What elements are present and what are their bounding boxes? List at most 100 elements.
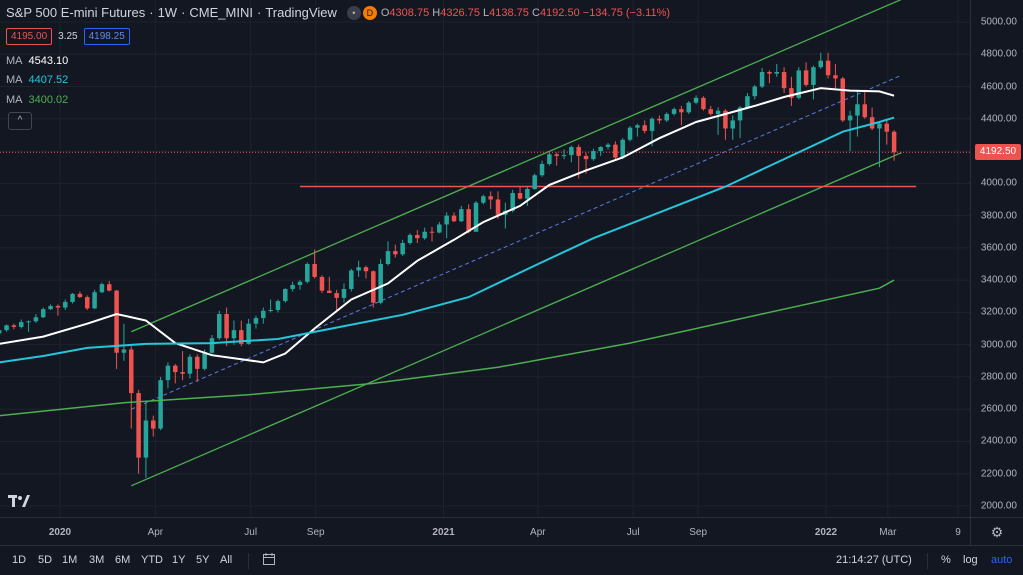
- candle-body: [679, 109, 684, 113]
- candle-body: [319, 276, 325, 291]
- time-tick-label: Sep: [689, 527, 708, 538]
- time-tick-label: Jul: [244, 527, 258, 538]
- candle-body: [840, 78, 846, 121]
- candle-body: [143, 420, 149, 458]
- symbol-title[interactable]: S&P 500 E-mini Futures: [6, 5, 146, 20]
- ma-legend-3[interactable]: MA 3400.02: [6, 94, 69, 106]
- ma-value-3: 3400.02: [28, 94, 69, 106]
- candle-body: [62, 301, 68, 308]
- candle-body: [517, 193, 523, 199]
- candle-body: [796, 70, 802, 98]
- candle-body: [803, 70, 809, 85]
- range-1d-button[interactable]: 1D: [12, 554, 27, 566]
- sell-price-button[interactable]: 4195.00: [6, 28, 53, 45]
- candle-body: [84, 297, 90, 309]
- candle-body: [642, 125, 647, 131]
- time-axis[interactable]: 2020 Apr Jul Sep 2021 Apr Jul Sep 2022 Mar 9: [0, 517, 970, 545]
- candle-body: [444, 215, 449, 225]
- candle-body: [349, 270, 354, 290]
- candle-body: [363, 267, 369, 272]
- candle-body: [275, 301, 281, 310]
- candle-body: [99, 284, 105, 293]
- channel-line-lower: [130, 152, 902, 487]
- candle-body: [466, 209, 471, 232]
- interval-label[interactable]: 1W: [157, 5, 178, 20]
- candle-body: [847, 115, 853, 121]
- bottom-toolbar: 1D 5D 1M 3M 6M YTD 1Y 5Y All 21:14:27 (U…: [0, 545, 1023, 575]
- candle-body: [664, 113, 669, 121]
- candle-body: [121, 349, 127, 353]
- candle-body: [158, 380, 163, 429]
- clock-time[interactable]: 21:14:27 (UTC): [836, 554, 912, 566]
- toolbar-divider: [927, 553, 928, 569]
- chevron-up-icon[interactable]: ^: [8, 112, 32, 130]
- candle-body: [48, 305, 53, 310]
- candle-body: [488, 196, 493, 200]
- buy-price-button[interactable]: 4198.25: [83, 28, 130, 45]
- range-all-button[interactable]: All: [220, 554, 233, 566]
- candle-body: [334, 293, 339, 298]
- candle-body: [869, 117, 875, 129]
- price-tick-label: 4000.00: [980, 177, 1017, 189]
- candle-body: [583, 155, 589, 160]
- change-value: −134.75 (−3.11%): [582, 6, 671, 19]
- price-tick-label: 2400.00: [980, 435, 1017, 447]
- percent-toggle[interactable]: %: [941, 554, 951, 566]
- moving-average-line-1: [0, 87, 895, 364]
- candle-body: [422, 231, 427, 239]
- price-scale[interactable]: 5000.004800.004600.004400.004200.004000.…: [970, 0, 1023, 517]
- moving-average-line-3: [0, 279, 895, 417]
- range-5y-button[interactable]: 5Y: [196, 554, 210, 566]
- candle-body: [18, 322, 24, 327]
- range-3m-button[interactable]: 3M: [89, 554, 105, 566]
- candle-body: [437, 224, 442, 233]
- candle-body: [4, 325, 9, 331]
- range-1m-button[interactable]: 1M: [62, 554, 78, 566]
- candle-body: [107, 284, 112, 291]
- candle-body: [833, 75, 838, 79]
- chart-pane[interactable]: S&P 500 E-mini Futures · 1W · CME_MINI ·…: [0, 0, 970, 517]
- spread-value: 3.25: [58, 31, 78, 42]
- toolbar-divider: [248, 553, 249, 569]
- ma-legend-1[interactable]: MA 4543.10: [6, 55, 69, 67]
- log-toggle[interactable]: log: [963, 554, 978, 566]
- gear-icon[interactable]: ⚙: [970, 517, 1023, 545]
- candle-body: [217, 314, 222, 339]
- calendar-icon[interactable]: [262, 552, 276, 569]
- candle-body: [686, 102, 691, 113]
- candle-body: [759, 72, 765, 87]
- candle-body: [825, 60, 831, 76]
- candle-body: [752, 86, 757, 97]
- eye-toggle-icon[interactable]: •: [346, 5, 361, 20]
- candle-body: [371, 271, 376, 303]
- candle-body: [0, 330, 2, 334]
- price-chart[interactable]: [0, 0, 970, 517]
- candle-body: [730, 120, 735, 129]
- candle-body: [327, 290, 332, 294]
- range-ytd-button[interactable]: YTD: [141, 554, 163, 566]
- ma-legend-2[interactable]: MA 4407.52: [6, 74, 69, 86]
- auto-toggle[interactable]: auto: [991, 554, 1013, 566]
- delay-badge[interactable]: D: [362, 5, 377, 20]
- ohlc-readout: O4308.75 H4326.75 L4138.75 C4192.50 −134…: [380, 6, 671, 19]
- candle-body: [701, 97, 706, 110]
- candle-body: [407, 234, 413, 244]
- candle-body: [811, 67, 816, 85]
- candle-body: [693, 97, 699, 103]
- price-tick-label: 3600.00: [980, 242, 1017, 254]
- range-6m-button[interactable]: 6M: [115, 554, 131, 566]
- price-tick-label: 2200.00: [980, 468, 1017, 480]
- candle-body: [635, 125, 640, 128]
- range-1y-button[interactable]: 1Y: [172, 554, 186, 566]
- time-tick-label: 9: [955, 527, 961, 538]
- time-tick-label: Sep: [306, 527, 325, 538]
- price-tick-label: 2600.00: [980, 403, 1017, 415]
- candle-body: [261, 310, 266, 319]
- price-tick-label: 3200.00: [980, 306, 1017, 318]
- time-tick-label: 2021: [432, 527, 455, 538]
- provider-label: TradingView: [265, 5, 337, 20]
- time-tick-label: Jul: [626, 527, 640, 538]
- time-tick-label: Apr: [530, 527, 546, 538]
- candle-body: [33, 317, 39, 322]
- range-5d-button[interactable]: 5D: [38, 554, 53, 566]
